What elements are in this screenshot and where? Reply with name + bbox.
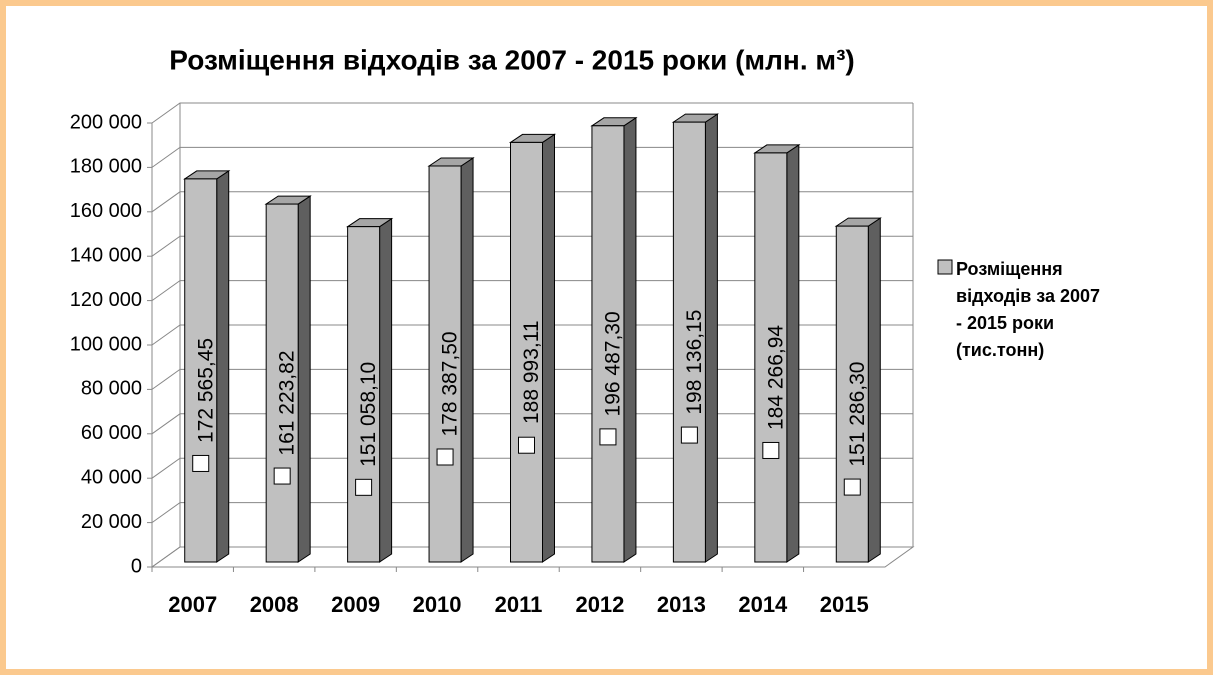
- y-tick-label: 20 000: [81, 511, 142, 533]
- y-tick-label: 80 000: [81, 378, 142, 400]
- data-label: 172 565,45: [194, 338, 217, 443]
- data-label-key: [273, 467, 291, 485]
- y-tick-label: 120 000: [70, 289, 142, 311]
- grid-line: [151, 324, 913, 346]
- data-label-key: [436, 448, 454, 466]
- x-tick-label: 2009: [331, 592, 380, 617]
- bar-side: [704, 113, 718, 563]
- x-tick-label: 2014: [738, 592, 788, 617]
- data-label: 151 058,10: [357, 362, 380, 467]
- grid-line: [151, 102, 913, 124]
- y-tick-label: 60 000: [81, 422, 142, 444]
- data-label: 196 487,30: [601, 311, 624, 416]
- bar-side: [623, 116, 637, 563]
- bar-side: [542, 133, 555, 563]
- bar: [510, 141, 543, 563]
- chart-title: Розміщення відходів за 2007 - 2015 роки …: [169, 44, 855, 75]
- data-label: 198 136,15: [683, 310, 706, 415]
- bar: [672, 121, 706, 563]
- bar: [591, 125, 625, 563]
- y-tick-label: 40 000: [81, 466, 142, 488]
- bar: [184, 178, 218, 563]
- data-label-key: [680, 426, 698, 444]
- grid-line: [151, 413, 913, 435]
- data-label: 151 286,30: [846, 362, 869, 467]
- y-tick-label: 180 000: [70, 156, 142, 178]
- data-label: 184 266,94: [764, 325, 787, 430]
- x-tick-label: 2012: [575, 592, 624, 617]
- data-label: 161 223,82: [276, 350, 299, 455]
- data-label-key: [599, 428, 617, 446]
- legend-label: Розміщення відходів за 2007 - 2015 роки …: [956, 259, 1101, 360]
- grid-line: [151, 457, 913, 479]
- data-label: 188 993,11: [520, 320, 543, 424]
- bar-side: [379, 217, 393, 563]
- y-tick-label: 140 000: [70, 244, 142, 266]
- data-label-key: [843, 478, 861, 496]
- grid-line: [151, 368, 913, 390]
- y-tick-label: 200 000: [70, 111, 142, 133]
- legend-swatch: [937, 259, 953, 275]
- bar: [265, 203, 299, 563]
- bar-side: [216, 169, 230, 563]
- bar-side: [297, 195, 311, 563]
- grid-line: [151, 191, 913, 213]
- x-tick-label: 2011: [495, 592, 543, 617]
- data-label-key: [762, 441, 780, 459]
- data-label-key: [355, 478, 373, 496]
- y-tick-label: 100 000: [70, 333, 142, 355]
- bar-side: [786, 143, 800, 563]
- bar: [835, 225, 869, 563]
- grid-line: [151, 146, 913, 168]
- y-tick-label: 160 000: [70, 200, 142, 222]
- grid-line: [151, 546, 913, 568]
- bar-side: [867, 217, 881, 563]
- x-tick-label: 2007: [168, 592, 217, 617]
- bar: [754, 152, 788, 563]
- bar: [347, 226, 381, 563]
- y-tick-label: 0: [131, 555, 142, 577]
- grid-line: [151, 502, 913, 524]
- data-label-key: [518, 436, 535, 454]
- bar-side: [460, 157, 474, 563]
- grid-line: [151, 280, 913, 302]
- x-tick-label: 2015: [820, 592, 869, 617]
- bar: [428, 165, 462, 563]
- grid-line: [151, 235, 913, 257]
- x-tick-label: 2010: [413, 592, 462, 617]
- x-tick-label: 2013: [657, 592, 706, 617]
- x-tick-label: 2008: [250, 592, 299, 617]
- data-label: 178 387,50: [439, 331, 462, 436]
- data-label-key: [192, 454, 210, 472]
